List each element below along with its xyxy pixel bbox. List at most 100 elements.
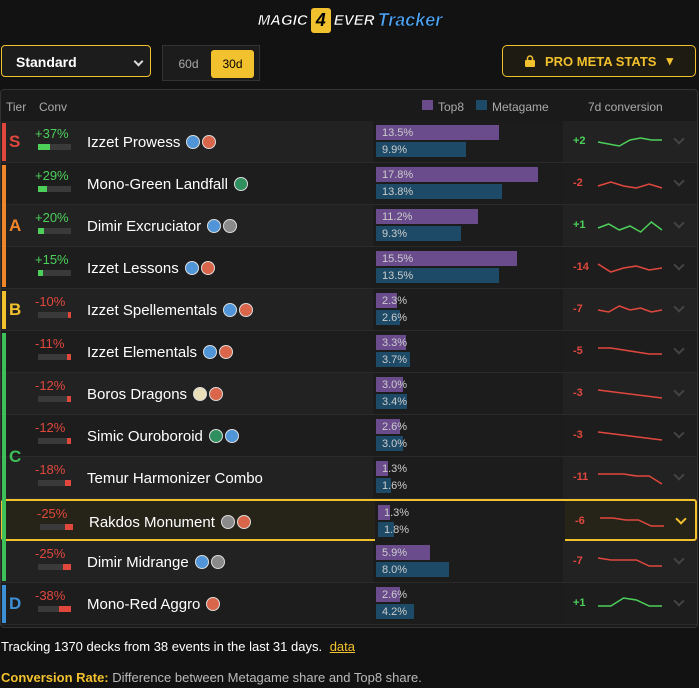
legend-label: Metagame [492,100,549,114]
chevron[interactable] [673,469,685,481]
conv-label: -18% [35,462,66,477]
deck-row: +29% Mono-Green Landfall 17.8% 13.8% -2 [1,163,697,205]
conv-track [38,438,71,444]
deck-name[interactable]: Temur Harmonizer Combo [87,469,263,487]
trend-line [597,431,663,441]
deck-row: -12% Boros Dragons 3.0% 3.4% -3 [1,373,697,415]
mana-icon [208,429,223,443]
sparkline [597,305,663,313]
chevron[interactable] [673,301,685,313]
conv-label: -12% [35,420,66,435]
conv-bar [38,270,43,276]
conv-bar [67,438,71,444]
meta-label: 1.6% [382,480,408,492]
chevron[interactable] [673,595,685,607]
deck-name[interactable]: Dimir Excruciator [87,217,202,235]
deck-row: -25% Dimir Midrange 5.9% 8.0% -7 [1,541,697,583]
mana-icon [193,387,208,401]
logo-text: Tracker [377,9,443,30]
meta-label: 3.0% [382,438,408,450]
bar-bg [373,457,563,498]
conv-track [38,270,71,276]
deck-name-wrap: Boros Dragons [87,373,224,415]
top8-label: 5.9% [382,547,408,559]
trend-line [597,389,663,399]
deck-name-wrap: Simic Ouroboroid [87,415,239,457]
chevron[interactable] [673,217,685,229]
deck-name[interactable]: Izzet Spellementals [87,301,218,319]
deck-row: -38% Mono-Red Aggro 2.6% 4.2% +1 [1,583,697,625]
meta-bar [376,184,502,199]
deck-name[interactable]: Dimir Midrange [87,553,189,571]
mana-icon [186,135,201,149]
chevron[interactable] [673,175,685,187]
top8-bar [376,545,430,560]
chevron[interactable] [673,133,685,145]
chevron[interactable] [673,259,685,271]
top8-bar [376,377,404,392]
deck-name[interactable]: Rakdos Monument [89,513,215,531]
format-select[interactable]: Standard [1,45,151,77]
logo-text: 4 [310,7,331,33]
chevron[interactable] [673,553,685,565]
conv-label: -25% [37,506,68,521]
top8-bar [376,587,400,602]
mana-icon [220,515,235,529]
delta-label: -3 [573,387,583,399]
chevron[interactable] [675,513,687,525]
tier-strip [2,165,6,287]
meta-bar [376,268,499,283]
logo: MAGIC 4 EVER Tracker [250,5,450,35]
delta-label: -7 [573,555,583,567]
conv-label: +15% [35,252,69,267]
top8-label: 2.3% [382,295,408,307]
period-button[interactable]: 60d [178,57,199,71]
deck-name-wrap: Mono-Red Aggro [87,583,221,625]
meta-bar [378,522,395,537]
deck-name[interactable]: Izzet Elementals [87,343,198,361]
mana-icon [223,219,238,233]
mana-icon [203,345,218,359]
footer-line: Conversion Rate: Difference between Meta… [1,670,422,685]
sparkline [597,137,662,147]
pro-button[interactable]: PRO META STATS ▾ [502,45,696,77]
trend-line [598,597,662,607]
pro-arrow: ▾ [666,53,673,68]
deck-name[interactable]: Simic Ouroboroid [87,427,203,445]
meta-label: 9.9% [382,144,408,156]
conv-bar [67,354,71,360]
meta-bar [376,562,449,577]
meta-bar [376,478,391,493]
period-button[interactable]: 30d [211,50,254,78]
deck-name[interactable]: Boros Dragons [87,385,188,403]
meta-bar [376,142,467,157]
legend-swatch [476,100,487,110]
data-link[interactable]: data [329,639,356,654]
tier-label: B [9,300,22,319]
delta-label: +1 [573,597,586,609]
bar-bg [373,415,563,456]
top8-bar [376,125,499,140]
conv-track [38,396,71,402]
trend-line [600,517,664,527]
deck-name-wrap: Dimir Excruciator [87,205,238,247]
deck-name[interactable]: Izzet Lessons [87,259,179,277]
conv-bar [38,228,45,234]
chevron[interactable] [673,385,685,397]
chevron[interactable] [673,343,685,355]
conv-track [38,312,71,318]
chevron[interactable] [673,427,685,439]
deck-name[interactable]: Izzet Prowess [87,133,181,151]
trend-line [597,305,663,313]
conv-track [38,228,71,234]
top8-label: 2.6% [382,589,408,601]
conv-bar [38,186,48,192]
sparkline [597,389,663,399]
mana-icon [207,219,222,233]
deck-name[interactable]: Mono-Red Aggro [87,595,201,613]
bar-bg [373,289,563,330]
deck-name[interactable]: Mono-Green Landfall [87,175,228,193]
mana-icon [233,177,248,191]
mana-icon [236,515,251,529]
legend-swatch [422,100,433,110]
